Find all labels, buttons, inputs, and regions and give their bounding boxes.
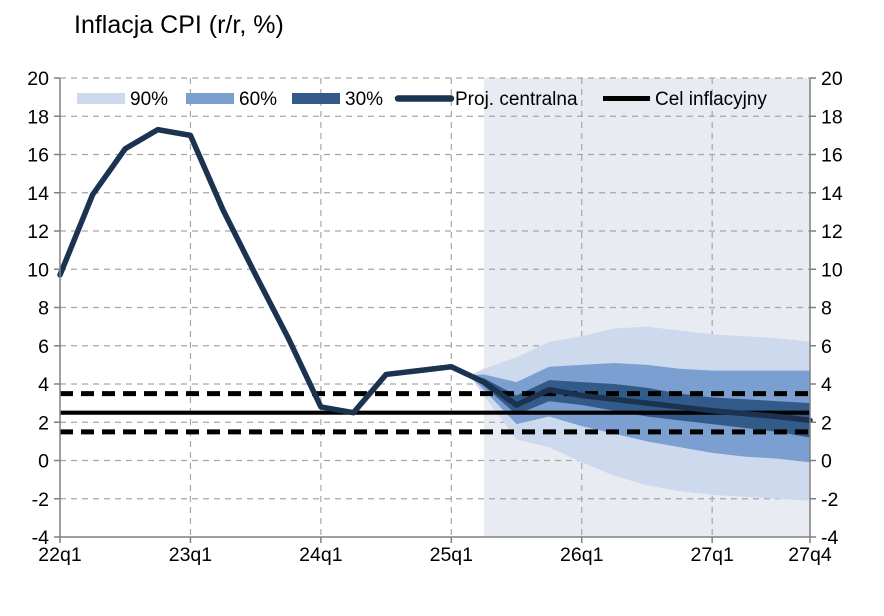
- legend-label-central-projection: Proj. centralna: [455, 89, 578, 110]
- chart-legend: 90% 60% 30% Proj. centralna Cel inflacyj…: [77, 89, 767, 110]
- y-axis-label-left: 18: [27, 106, 49, 128]
- y-axis-label-right: 0: [821, 451, 832, 473]
- gridlines-layer: [60, 77, 810, 537]
- y-axis-label-left: -2: [32, 489, 49, 511]
- inflation-target-lines-layer: [60, 391, 810, 435]
- y-axis-label-right: 14: [821, 183, 843, 205]
- central-projection-line: [57, 126, 813, 424]
- axes-layer: [54, 77, 816, 543]
- y-axis-label-left: 0: [38, 451, 49, 473]
- x-axis-label: 27q4: [788, 544, 832, 566]
- legend-swatch-30-band: [292, 93, 340, 104]
- y-axis-label-left: 20: [27, 68, 49, 90]
- y-axis-label-left: 8: [38, 298, 49, 320]
- x-axis-label: 26q1: [560, 544, 603, 566]
- y-axis-label-left: -4: [32, 527, 49, 549]
- y-axis-label-right: 18: [821, 106, 843, 128]
- y-axis-label-left: 14: [27, 183, 49, 205]
- y-axis-label-right: 10: [821, 259, 843, 281]
- y-axis-label-right: 12: [821, 221, 843, 243]
- y-axis-label-right: -4: [821, 527, 838, 549]
- chart-title: Inflacja CPI (r/r, %): [74, 11, 284, 39]
- legend-label-60: 60%: [239, 89, 277, 110]
- legend-label-30: 30%: [345, 89, 383, 110]
- central-projection-layer: [57, 126, 813, 424]
- y-axis-label-left: 16: [27, 145, 49, 167]
- y-axis-label-right: 16: [821, 145, 843, 167]
- x-axis-label: 23q1: [169, 544, 212, 566]
- x-axis-label: 25q1: [430, 544, 473, 566]
- legend-label-inflation-target: Cel inflacyjny: [655, 89, 767, 110]
- legend-swatch-90-band: [77, 93, 125, 104]
- y-axis-label-left: 4: [38, 374, 49, 396]
- y-axis-label-left: 10: [27, 259, 49, 281]
- y-axis-label-right: 8: [821, 298, 832, 320]
- y-axis-label-left: 6: [38, 336, 49, 358]
- x-axis-label: 22q1: [38, 544, 81, 566]
- y-axis-label-left: 12: [27, 221, 49, 243]
- x-axis-label: 27q1: [690, 544, 733, 566]
- y-axis-label-left: 2: [38, 412, 49, 434]
- y-axis-label-right: 6: [821, 336, 832, 358]
- y-axis-label-right: -2: [821, 489, 838, 511]
- y-axis-label-right: 4: [821, 374, 832, 396]
- legend-label-90: 90%: [130, 89, 168, 110]
- y-axis-label-right: 2: [821, 412, 832, 434]
- y-axis-label-right: 20: [821, 68, 843, 90]
- axis-labels-layer: -4 -4 -2 -2 0 0 2 2 4 4 6 6 8 8 10 10 12 12 14 14 16 16 18 18 20…: [27, 68, 843, 566]
- x-axis-label: 24q1: [299, 544, 342, 566]
- legend-swatch-60-band: [186, 93, 234, 104]
